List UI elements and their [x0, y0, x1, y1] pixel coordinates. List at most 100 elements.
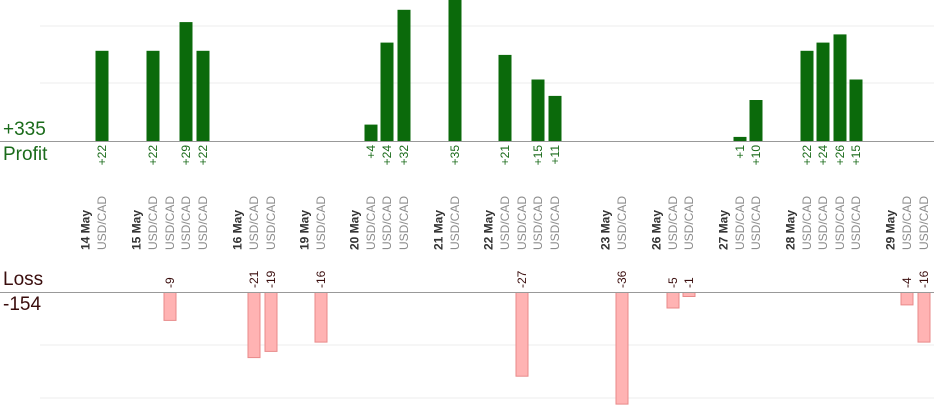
loss-value-label: -27	[515, 270, 529, 288]
pair-label: USD/CAD	[900, 196, 914, 250]
profit-value-label: +22	[800, 145, 814, 166]
pair-label: USD/CAD	[531, 196, 545, 250]
profit-total: +335	[3, 119, 46, 140]
pair-label: USD/CAD	[615, 196, 629, 250]
profit-value-label: +11	[548, 145, 562, 165]
loss-bar	[163, 292, 177, 321]
pair-label: USD/CAD	[95, 196, 109, 250]
date-label: 23 May	[599, 210, 613, 250]
date-label: 27 May	[717, 210, 731, 250]
pair-label: USD/CAD	[666, 196, 680, 250]
profit-bar	[380, 42, 394, 141]
loss-value-label: -5	[666, 277, 680, 288]
profit-value-label: +32	[397, 145, 411, 166]
profit-bar	[397, 9, 411, 141]
date-label: 28 May	[784, 210, 798, 250]
pair-label: USD/CAD	[917, 196, 931, 250]
date-label: 19 May	[298, 210, 312, 250]
loss-bar	[900, 292, 914, 306]
date-label: 22 May	[482, 210, 496, 250]
pair-label: USD/CAD	[749, 196, 763, 250]
loss-label: Loss	[3, 269, 44, 290]
pair-label: USD/CAD	[397, 196, 411, 250]
pair-label: USD/CAD	[314, 196, 328, 250]
profit-label: Profit	[3, 144, 48, 165]
loss-value-label: -9	[163, 277, 177, 288]
profit-value-label: +10	[749, 145, 763, 166]
pair-label: USD/CAD	[163, 196, 177, 250]
pair-label: USD/CAD	[548, 196, 562, 250]
pair-label: USD/CAD	[498, 196, 512, 250]
pair-label: USD/CAD	[448, 196, 462, 250]
profit-value-label: +29	[179, 145, 193, 166]
pair-label: USD/CAD	[364, 196, 378, 250]
profit-bar	[833, 34, 847, 141]
profit-value-label: +24	[380, 145, 394, 166]
profit-bar	[498, 54, 512, 141]
loss-value-label: -16	[917, 270, 931, 288]
profit-value-label: +4	[364, 145, 378, 159]
loss-value-label: -21	[247, 270, 261, 288]
pair-label: USD/CAD	[196, 196, 210, 250]
pair-label: USD/CAD	[247, 196, 261, 250]
value-labels: +22 +22-9+29 +22-21 -19 -16+4 +24 +32 +35 +21-27…	[95, 145, 931, 288]
profit-value-label: +15	[531, 145, 545, 166]
trade-bars	[95, 0, 931, 405]
loss-value-label: -1	[682, 277, 696, 288]
pair-label: USD/CAD	[849, 196, 863, 250]
loss-bar	[264, 292, 278, 352]
pair-label: USD/CAD	[179, 196, 193, 250]
profit-value-label: +24	[816, 145, 830, 166]
profit-bar	[146, 50, 160, 141]
loss-bar	[247, 292, 261, 359]
loss-total: -154	[3, 294, 42, 315]
date-label: 15 May	[130, 210, 144, 250]
profit-bar	[849, 79, 863, 141]
profit-value-label: +15	[849, 145, 863, 166]
date-label: 14 May	[79, 210, 93, 250]
pair-label: USD/CAD	[380, 196, 394, 250]
date-label: 26 May	[650, 210, 664, 250]
date-label: 21 May	[432, 210, 446, 250]
profit-bar	[364, 124, 378, 141]
date-label: 16 May	[231, 210, 245, 250]
pair-label: USD/CAD	[733, 196, 747, 250]
profit-bar	[531, 79, 545, 141]
profit-bar	[749, 100, 763, 141]
loss-value-label: -19	[264, 270, 278, 288]
x-axis-labels: USD/CAD USD/CAD USD/CAD USD/CAD USD/CAD USD/C…	[79, 196, 932, 250]
date-label: 29 May	[884, 210, 898, 250]
pair-label: USD/CAD	[682, 196, 696, 250]
loss-bar	[917, 292, 931, 343]
profit-value-label: +1	[733, 145, 747, 159]
pair-label: USD/CAD	[515, 196, 529, 250]
profit-bar	[95, 50, 109, 141]
pair-label: USD/CAD	[833, 196, 847, 250]
profit-bar	[448, 0, 462, 141]
loss-bar	[666, 292, 680, 309]
date-label: 20 May	[348, 210, 362, 250]
profit-value-label: +35	[448, 145, 462, 166]
profit-bar	[179, 22, 193, 142]
loss-bar	[314, 292, 328, 343]
profit-value-label: +22	[146, 145, 160, 166]
profit-value-label: +21	[498, 145, 512, 166]
profit-value-label: +26	[833, 145, 847, 166]
axes	[0, 141, 934, 293]
profit-bar	[733, 136, 747, 141]
pair-label: USD/CAD	[146, 196, 160, 250]
pair-label: USD/CAD	[264, 196, 278, 250]
profit-bar	[800, 50, 814, 141]
profit-bar	[548, 95, 562, 141]
loss-value-label: -16	[314, 270, 328, 288]
profit-value-label: +22	[196, 145, 210, 166]
loss-value-label: -36	[615, 270, 629, 288]
loss-value-label: -4	[900, 277, 914, 288]
pair-label: USD/CAD	[800, 196, 814, 250]
loss-bar	[515, 292, 529, 377]
profit-bar	[196, 50, 210, 141]
loss-bar	[615, 292, 629, 405]
loss-bar	[682, 292, 696, 297]
profit-value-label: +22	[95, 145, 109, 166]
